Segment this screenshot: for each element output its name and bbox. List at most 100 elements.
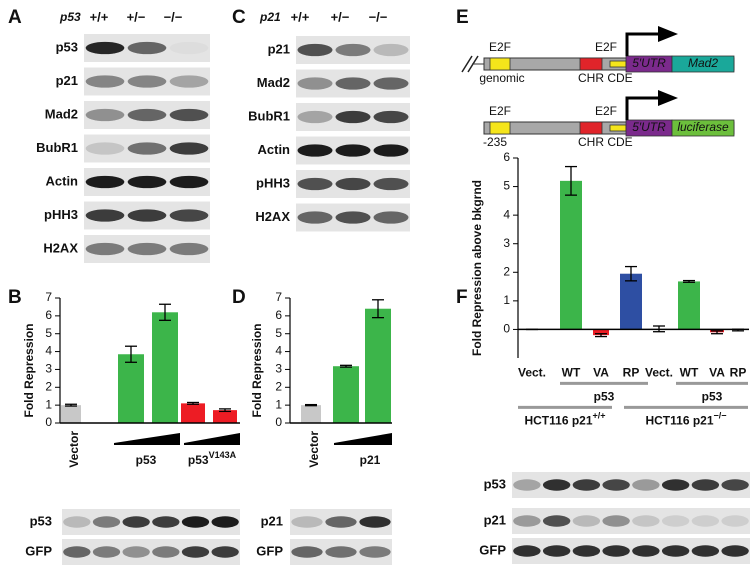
blot-bg: [84, 67, 210, 96]
gene-label: p53: [59, 10, 81, 24]
blot-band: [335, 211, 371, 224]
blot-band: [632, 545, 660, 557]
blot-band: [169, 209, 209, 222]
group-label: p53: [594, 390, 615, 404]
x-tick-label: RP: [623, 366, 640, 380]
blot-band: [602, 479, 630, 491]
blot-band: [325, 516, 357, 528]
blot-band: [85, 142, 125, 155]
site-label: E2F: [489, 40, 511, 54]
cell-line-label-sup: −/−: [714, 411, 727, 421]
cell-line-label-sup: +/+: [593, 411, 606, 421]
blot-label: p53: [484, 476, 506, 491]
blot-label: H2AX: [255, 209, 290, 224]
blot-label: BubR1: [36, 140, 78, 155]
x-tick-label: WT: [562, 366, 581, 380]
blot-band: [297, 211, 333, 224]
start-label: genomic: [479, 71, 524, 85]
blot-band: [169, 108, 209, 122]
bar: [678, 281, 700, 330]
blot-band: [181, 516, 210, 528]
blot-band: [373, 211, 409, 224]
y-tick-label: 7: [45, 290, 52, 304]
dose-wedge: [334, 433, 392, 445]
blot-band: [602, 545, 630, 557]
y-tick-label: 2: [275, 379, 282, 393]
blot-band: [373, 43, 409, 57]
x-tick-label: Vect.: [645, 366, 673, 380]
blot-band: [297, 144, 333, 157]
blot-label: Actin: [46, 173, 79, 188]
blot-band: [85, 41, 125, 55]
blot-band: [661, 479, 690, 491]
chr-label: CHR: [578, 71, 604, 85]
blot-band: [632, 479, 660, 491]
blot-band: [63, 546, 91, 558]
e2f-site: [489, 57, 511, 71]
y-tick-label: 1: [503, 293, 510, 307]
blot-band: [632, 515, 660, 527]
bar: [61, 405, 81, 423]
y-tick-label: 0: [275, 415, 282, 429]
blot-band: [169, 242, 209, 256]
blot-band: [297, 43, 333, 57]
group-label: p53: [136, 453, 157, 467]
y-tick-label: 6: [275, 308, 282, 322]
y-tick-label: 1: [275, 397, 282, 411]
blot-band: [335, 43, 371, 57]
blot-band: [513, 515, 541, 527]
blot-band: [122, 516, 150, 528]
blot-band: [325, 546, 357, 558]
chr-label: CHR: [578, 135, 604, 149]
blot-band: [152, 516, 180, 528]
genotype: +/−: [331, 9, 350, 24]
blot-label: Mad2: [45, 106, 78, 121]
bar: [213, 410, 237, 423]
y-tick-label: 3: [503, 236, 510, 250]
blot-band: [572, 479, 601, 491]
blot-label: p21: [268, 41, 290, 56]
blot-label: GFP: [256, 543, 283, 558]
blot-band: [92, 516, 121, 528]
blot-band: [85, 75, 125, 88]
group-label-sup: V143A: [209, 450, 237, 460]
panel-label: C: [232, 7, 246, 28]
blot-band: [211, 516, 239, 528]
x-tick-label: Vector: [67, 431, 81, 468]
y-tick-label: 1: [45, 397, 52, 411]
blot-band: [85, 175, 125, 189]
blot-label: p53: [56, 39, 78, 54]
y-tick-label: 3: [275, 362, 282, 376]
group-label-base: p21: [360, 453, 381, 467]
blot-band: [92, 546, 121, 558]
blot-band: [63, 516, 91, 528]
utr-label: 5′UTR: [632, 56, 666, 70]
y-tick-label: 4: [503, 207, 510, 221]
blot-band: [85, 242, 125, 256]
cell-line-label-base: HCT116 p21: [645, 414, 713, 428]
blot-band: [127, 41, 167, 55]
e2f-site: [489, 121, 511, 135]
blot-band: [661, 545, 690, 557]
chr-site: [579, 57, 603, 71]
gene-label: Mad2: [688, 56, 718, 70]
blot-band: [127, 108, 167, 122]
cde-site: [609, 60, 627, 68]
blot-band: [291, 546, 323, 558]
blot-band: [359, 546, 391, 558]
tss-arrowhead: [658, 90, 678, 106]
blot-band: [721, 479, 749, 491]
cell-line-label: HCT116 p21−/−: [645, 411, 726, 428]
bar: [333, 366, 359, 423]
blot-band: [335, 144, 371, 157]
panel-label: D: [232, 287, 246, 308]
dose-wedge: [184, 433, 240, 445]
blot-band: [542, 545, 571, 557]
y-tick-label: 3: [45, 362, 52, 376]
gene-label: p21: [259, 10, 281, 24]
x-tick-label: WT: [680, 366, 699, 380]
blot-band: [335, 77, 371, 90]
y-tick-label: 4: [45, 344, 52, 358]
gene-box: [671, 119, 735, 137]
blot-band: [297, 77, 333, 90]
